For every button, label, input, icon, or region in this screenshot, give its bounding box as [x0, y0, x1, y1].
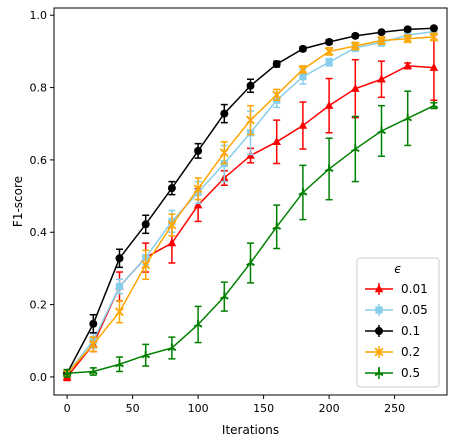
data-point — [272, 222, 282, 230]
legend-label: 0.2 — [401, 345, 420, 359]
legend-entry: 0.05 — [365, 303, 428, 317]
legend-label: 0.1 — [401, 324, 420, 338]
data-point — [246, 81, 255, 90]
data-point — [429, 62, 439, 71]
data-point — [298, 120, 308, 129]
legend-entries: 0.01 0.05 0.1 0.2 0.5 — [365, 282, 428, 380]
data-point — [194, 146, 203, 155]
data-point — [403, 113, 413, 122]
data-point — [89, 319, 98, 328]
data-point — [193, 319, 203, 328]
data-point — [298, 44, 307, 53]
legend-entry: 0.1 — [365, 324, 420, 338]
legend-marker — [375, 306, 383, 314]
data-point — [429, 24, 438, 33]
data-point — [115, 282, 124, 291]
y-tick-label: 0.0 — [30, 371, 48, 384]
y-tick-label: 0.6 — [30, 154, 48, 167]
x-axis-label: Iterations — [222, 423, 279, 437]
y-tick-label: 0.2 — [30, 299, 48, 312]
data-point — [272, 60, 281, 69]
plot-marks — [62, 24, 439, 382]
data-point — [298, 65, 308, 74]
legend-marker — [374, 347, 384, 357]
y-axis-label: F1-score — [11, 176, 25, 227]
legend-label: 0.5 — [401, 366, 420, 380]
data-point — [193, 200, 203, 209]
data-point — [141, 220, 150, 229]
data-point — [299, 73, 307, 81]
x-tick-label: 50 — [126, 402, 140, 415]
x-tick-label: 100 — [188, 402, 209, 415]
legend-entry: 0.01 — [365, 282, 428, 296]
data-point — [325, 58, 333, 66]
data-point — [115, 307, 124, 317]
series-0.2 — [62, 32, 439, 378]
legend-box — [356, 257, 440, 388]
data-point — [220, 109, 229, 118]
data-point — [298, 187, 308, 196]
data-point — [429, 32, 439, 42]
legend-entry: 0.2 — [365, 345, 420, 359]
data-point — [324, 46, 334, 56]
data-point — [272, 90, 282, 100]
series-0.5 — [62, 90, 439, 378]
data-point — [429, 101, 439, 109]
data-point — [219, 292, 229, 300]
data-point — [141, 260, 151, 270]
data-point — [272, 137, 281, 146]
data-point — [377, 28, 386, 37]
data-point — [167, 343, 177, 352]
legend-title: ϵ — [394, 262, 401, 276]
data-point — [324, 100, 334, 109]
data-point — [403, 61, 412, 70]
data-point — [88, 339, 98, 349]
data-point — [324, 164, 334, 173]
data-point — [115, 359, 124, 368]
data-point — [167, 220, 177, 230]
data-point — [115, 254, 124, 263]
data-point — [141, 350, 151, 359]
data-point — [246, 258, 255, 267]
legend-label: 0.05 — [401, 303, 428, 317]
legend-entry: 0.5 — [365, 366, 420, 380]
x-tick-label: 0 — [64, 402, 71, 415]
data-point — [246, 115, 255, 125]
x-tick-label: 200 — [319, 402, 340, 415]
data-point — [403, 25, 412, 34]
series-0.1 — [63, 24, 438, 378]
data-point — [167, 238, 177, 247]
x-tick-label: 150 — [253, 402, 274, 415]
y-axis: 0.0 0.2 0.4 0.6 0.8 1.0 — [30, 9, 54, 384]
data-point — [403, 34, 413, 44]
legend-label: 0.01 — [401, 282, 428, 296]
data-point — [377, 74, 386, 83]
data-point — [351, 83, 360, 92]
legend-marker — [375, 327, 383, 335]
y-tick-label: 1.0 — [30, 9, 48, 22]
data-point — [62, 368, 72, 377]
data-point — [351, 31, 360, 40]
data-point — [88, 366, 98, 375]
plot-frame — [53, 7, 448, 396]
data-point — [167, 184, 176, 193]
data-point — [350, 144, 360, 153]
data-point — [350, 41, 360, 51]
legend: ϵ 0.01 0.05 0.1 0.2 0.5 — [356, 257, 440, 388]
data-point — [325, 37, 334, 46]
data-point — [219, 148, 229, 158]
legend-marker — [374, 284, 384, 293]
y-tick-label: 0.4 — [30, 226, 48, 239]
y-tick-label: 0.8 — [30, 82, 48, 95]
data-point — [377, 36, 386, 45]
legend-marker — [374, 368, 384, 377]
data-point — [377, 126, 386, 135]
data-point — [193, 184, 203, 194]
x-axis: 0 50 100 150 200 250 — [64, 395, 405, 415]
x-tick-label: 250 — [384, 402, 405, 415]
